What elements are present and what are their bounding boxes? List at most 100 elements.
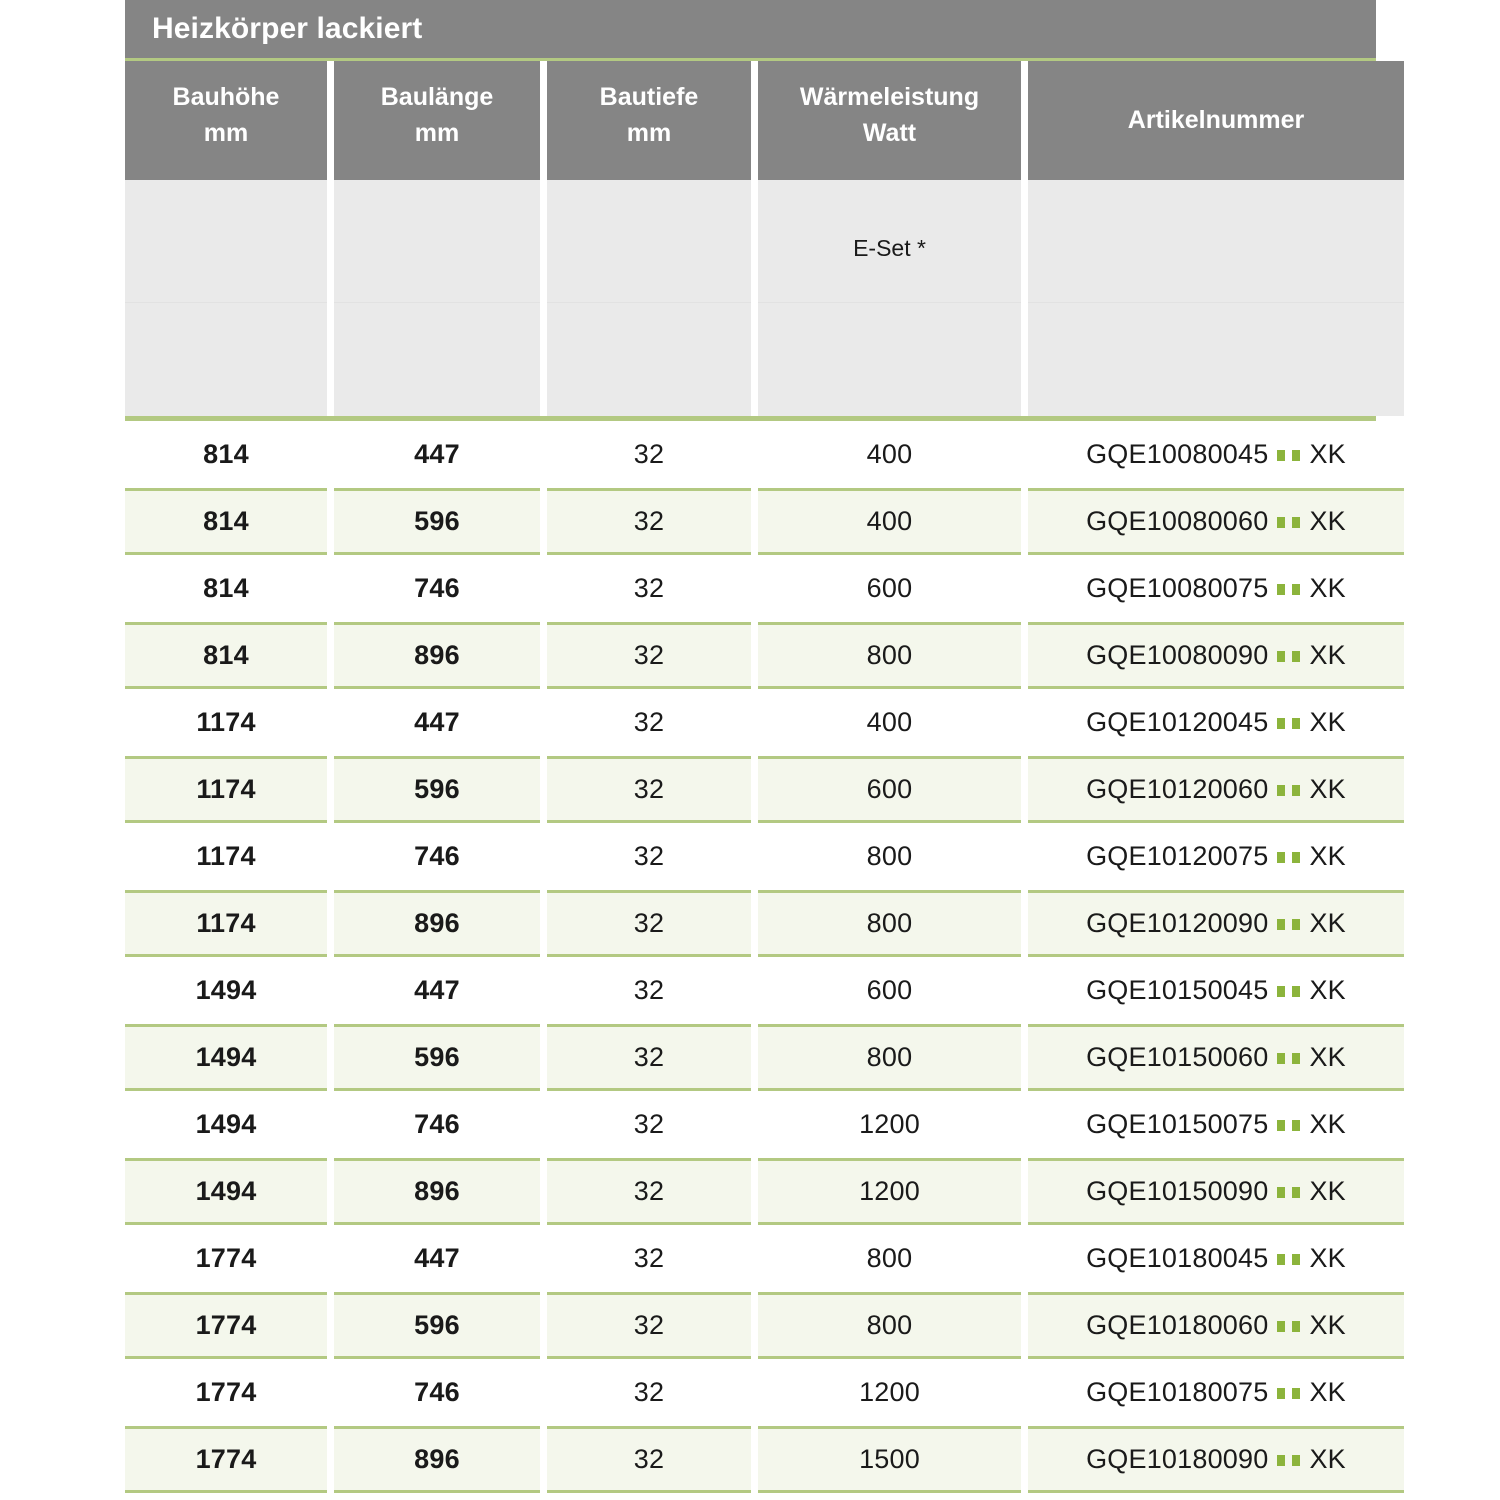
cell-bautiefe: 32: [547, 1292, 751, 1359]
cell-bautiefe-text: 32: [633, 439, 665, 469]
cell-baulaenge-text: 596: [414, 1310, 460, 1340]
cell-watt: 800: [758, 1024, 1021, 1091]
cell-bautiefe-text: 32: [633, 640, 665, 670]
cell-watt: 600: [758, 555, 1021, 622]
cell-bauhoehe: 1174: [125, 890, 327, 957]
color-code-placeholder-dots: [1277, 919, 1301, 930]
placeholder-dot-icon: [1277, 1455, 1286, 1466]
cell-watt-text: 800: [866, 908, 913, 938]
cell-watt: 800: [758, 622, 1021, 689]
cell-artikelnummer: GQE10080075 XK: [1028, 555, 1404, 622]
column-header-baulaenge-label: Baulänge: [380, 83, 494, 111]
cell-artikelnummer: GQE10120045 XK: [1028, 689, 1404, 756]
cell-watt: 800: [758, 823, 1021, 890]
placeholder-dot-icon: [1292, 651, 1301, 662]
placeholder-dot-icon: [1292, 450, 1301, 461]
color-code-placeholder-dots: [1277, 1455, 1301, 1466]
cell-bautiefe: 32: [547, 1091, 751, 1158]
cell-artikelnummer: GQE10150060 XK: [1028, 1024, 1404, 1091]
cell-bautiefe: 32: [547, 1024, 751, 1091]
cell-baulaenge-text: 447: [414, 1243, 460, 1273]
column-header-baulaenge-unit: mm: [414, 118, 460, 147]
article-number-suffix: XK: [1309, 640, 1346, 670]
placeholder-dot-icon: [1277, 718, 1286, 729]
article-number-prefix: GQE10120045: [1086, 707, 1269, 737]
article-number-suffix: XK: [1309, 1243, 1346, 1273]
placeholder-dot-icon: [1292, 1254, 1301, 1265]
column-header-bauhoehe: Bauhöhe mm: [125, 61, 327, 180]
cell-baulaenge: 746: [334, 823, 540, 890]
cell-bauhoehe-text: 814: [203, 640, 249, 670]
placeholder-dot-icon: [1292, 1120, 1301, 1131]
placeholder-dot-icon: [1277, 1053, 1286, 1064]
color-code-placeholder-dots: [1277, 450, 1301, 461]
article-number: GQE10080090 XK: [1086, 640, 1346, 671]
cell-bautiefe: 32: [547, 421, 751, 488]
cell-baulaenge: 596: [334, 1024, 540, 1091]
cell-bautiefe-text: 32: [633, 1042, 665, 1072]
cell-bautiefe: 32: [547, 1426, 751, 1493]
cell-artikelnummer: GQE10120060 XK: [1028, 756, 1404, 823]
cell-baulaenge-text: 746: [414, 1377, 460, 1407]
article-number-prefix: GQE10150090: [1086, 1176, 1269, 1206]
color-code-placeholder-dots: [1277, 651, 1301, 662]
cell-watt-text: 400: [866, 707, 913, 737]
table-row: 1774 447 32 800 GQE10180045 XK: [125, 1225, 1404, 1292]
cell-bautiefe-text: 32: [633, 506, 665, 536]
table-row: 1494 746 32 1200 GQE10150075 XK: [125, 1091, 1404, 1158]
color-code-placeholder-dots: [1277, 852, 1301, 863]
color-code-placeholder-dots: [1277, 1053, 1301, 1064]
cell-bauhoehe-text: 814: [203, 439, 249, 469]
cell-bauhoehe-text: 1174: [196, 908, 256, 938]
table-row: 814 746 32 600 GQE10080075 XK: [125, 555, 1404, 622]
cell-baulaenge: 746: [334, 555, 540, 622]
placeholder-dot-icon: [1292, 1053, 1301, 1064]
column-header-artikelnummer: Artikelnummer: [1028, 61, 1404, 180]
cell-bautiefe: 32: [547, 1225, 751, 1292]
article-number: GQE10150090 XK: [1086, 1176, 1346, 1207]
cell-watt: 600: [758, 957, 1021, 1024]
cell-bautiefe: 32: [547, 622, 751, 689]
cell-bauhoehe-text: 1174: [196, 841, 256, 871]
cell-bautiefe-text: 32: [633, 1444, 665, 1474]
table-row: 1774 896 32 1500 GQE10180090 XK: [125, 1426, 1404, 1493]
cell-baulaenge: 896: [334, 1158, 540, 1225]
cell-artikelnummer: GQE10180060 XK: [1028, 1292, 1404, 1359]
subheader-label-eset: E-Set *: [853, 235, 926, 261]
cell-bautiefe: 32: [547, 890, 751, 957]
cell-watt-text: 400: [866, 506, 913, 536]
color-code-placeholder-dots: [1277, 584, 1301, 595]
cell-watt: 1200: [758, 1091, 1021, 1158]
cell-bautiefe-text: 32: [633, 1377, 665, 1407]
cell-bauhoehe-text: 814: [203, 573, 249, 603]
cell-bautiefe-text: 32: [633, 841, 665, 871]
cell-artikelnummer: GQE10080045 XK: [1028, 421, 1404, 488]
article-number-prefix: GQE10120060: [1086, 774, 1269, 804]
cell-watt: 600: [758, 756, 1021, 823]
cell-artikelnummer: GQE10150090 XK: [1028, 1158, 1404, 1225]
cell-baulaenge-text: 896: [414, 1444, 460, 1474]
cell-artikelnummer: GQE10180045 XK: [1028, 1225, 1404, 1292]
cell-bauhoehe-text: 1774: [195, 1377, 257, 1407]
article-number-suffix: XK: [1309, 439, 1346, 469]
table-title-bar: Heizkörper lackiert: [125, 0, 1376, 61]
placeholder-dot-icon: [1277, 1321, 1286, 1332]
column-header-artikelnummer-label: Artikelnummer: [1127, 105, 1305, 134]
placeholder-dot-icon: [1292, 1455, 1301, 1466]
table-row: 1174 447 32 400 GQE10120045 XK: [125, 689, 1404, 756]
article-number-prefix: GQE10180045: [1086, 1243, 1269, 1273]
subheader-cell-waermeleistung: E-Set *: [758, 180, 1021, 416]
cell-bautiefe-text: 32: [633, 975, 665, 1005]
article-number-suffix: XK: [1309, 707, 1346, 737]
placeholder-dot-icon: [1277, 852, 1286, 863]
cell-watt-text: 400: [866, 439, 913, 469]
cell-watt: 400: [758, 689, 1021, 756]
table-row: 1774 746 32 1200 GQE10180075 XK: [125, 1359, 1404, 1426]
article-number-prefix: GQE10080060: [1086, 506, 1269, 536]
article-number-suffix: XK: [1309, 774, 1346, 804]
article-number-prefix: GQE10120075: [1086, 841, 1269, 871]
placeholder-dot-icon: [1292, 919, 1301, 930]
cell-baulaenge: 596: [334, 756, 540, 823]
article-number-prefix: GQE10080090: [1086, 640, 1269, 670]
